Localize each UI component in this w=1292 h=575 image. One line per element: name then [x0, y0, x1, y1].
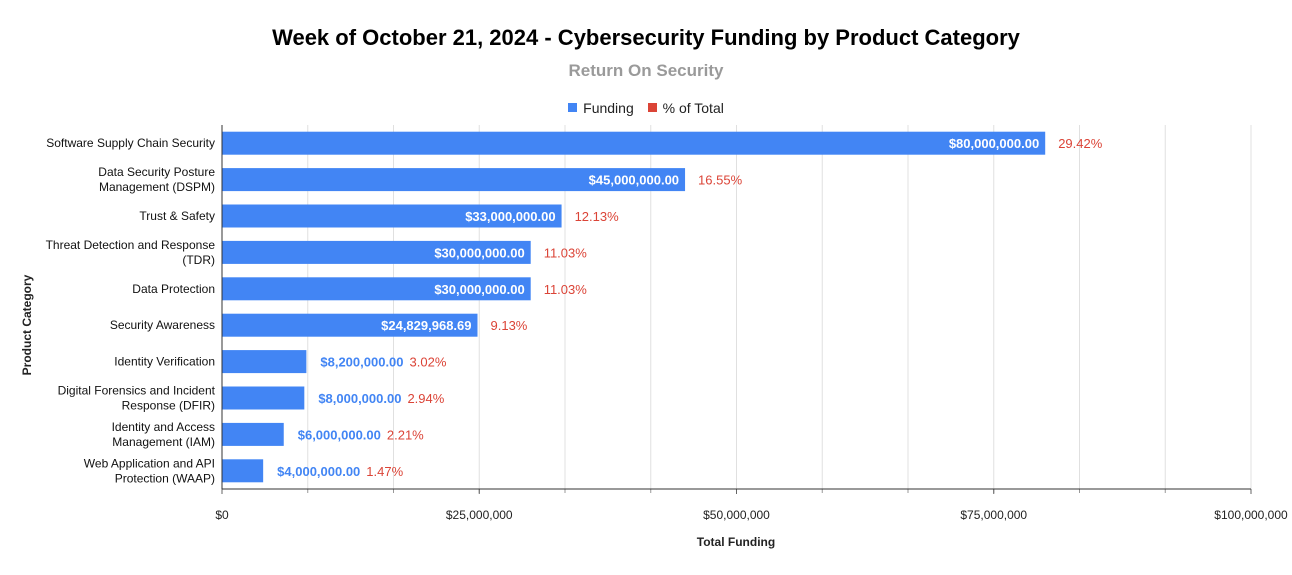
category-label: Data Protection	[132, 282, 215, 296]
bar[interactable]	[222, 386, 305, 410]
percent-label: 12.13%	[575, 209, 620, 224]
category-label: Security Awareness	[110, 318, 215, 332]
percent-label: 11.03%	[544, 245, 588, 260]
category-label: Software Supply Chain Security	[46, 136, 215, 150]
category-label-line: Identity and Access	[112, 420, 215, 434]
category-label-line: (TDR)	[182, 253, 215, 267]
percent-label: 1.47%	[366, 464, 403, 479]
chart-subtitle: Return On Security	[568, 61, 724, 80]
legend-item-funding[interactable]: Funding	[568, 100, 634, 116]
axes: $0 $25,000,000 $50,000,000 $75,000,000 $100,…	[215, 125, 1288, 522]
category-label-line: Identity Verification	[114, 355, 215, 369]
labels: Software Supply Chain Security $80,000,00…	[46, 136, 1103, 485]
x-tick-label: $75,000,000	[960, 508, 1027, 522]
bar[interactable]	[222, 313, 478, 337]
legend-swatch-funding	[568, 103, 578, 112]
bar[interactable]	[222, 168, 686, 192]
category-label-line: Protection (WAAP)	[115, 471, 215, 485]
legend: Funding % of Total	[0, 99, 1292, 116]
percent-label: 29.42%	[1058, 136, 1103, 151]
legend-label-funding: Funding	[583, 99, 634, 116]
category-label: Identity Verification	[114, 355, 215, 369]
legend-item-percent[interactable]: % of Total	[647, 99, 724, 116]
percent-label: 16.55%	[698, 173, 743, 188]
category-label-line: Management (IAM)	[112, 435, 215, 449]
bar[interactable]	[222, 277, 531, 301]
percent-label: 2.21%	[387, 427, 424, 442]
x-tick-label: $0	[215, 508, 229, 522]
value-label: $8,000,000.00	[318, 391, 401, 406]
category-label-line: Data Security Posture	[98, 165, 215, 179]
value-label: $4,000,000.00	[277, 464, 360, 479]
value-label: $30,000,000.00	[434, 282, 524, 297]
category-label: Web Application and API Protection (WAAP)	[84, 456, 215, 485]
value-label: $24,829,968.69	[381, 318, 471, 333]
bar[interactable]	[222, 350, 307, 374]
bar[interactable]	[222, 204, 562, 228]
bar[interactable]	[222, 240, 531, 264]
category-label-line: Trust & Safety	[139, 209, 215, 223]
bar[interactable]	[222, 422, 284, 446]
bar[interactable]	[222, 131, 1046, 155]
x-axis-title: Total Funding	[697, 535, 775, 549]
category-label-line: Data Protection	[132, 282, 215, 296]
category-label-line: Management (DSPM)	[99, 180, 215, 194]
legend-swatch-percent	[647, 103, 657, 112]
percent-label: 9.13%	[491, 318, 528, 333]
x-tick-label: $100,000,000	[1214, 508, 1288, 522]
percent-label: 11.03%	[544, 282, 588, 297]
value-label: $80,000,000.00	[949, 136, 1039, 151]
value-label: $8,200,000.00	[320, 355, 403, 370]
category-label-line: Security Awareness	[110, 318, 215, 332]
value-label: $6,000,000.00	[298, 427, 381, 442]
category-label-line: Digital Forensics and Incident	[58, 384, 216, 398]
x-tick-label: $25,000,000	[446, 508, 513, 522]
category-label-line: Response (DFIR)	[122, 399, 215, 413]
y-axis-title: Product Category	[20, 274, 34, 375]
x-tick-label: $50,000,000	[703, 508, 770, 522]
category-label: Digital Forensics and Incident Response (…	[58, 384, 216, 413]
category-label: Trust & Safety	[139, 209, 215, 223]
category-label: Data Security Posture Management (DSPM)	[98, 165, 215, 194]
value-label: $33,000,000.00	[465, 209, 555, 224]
category-label-line: Web Application and API	[84, 456, 215, 470]
value-label: $30,000,000.00	[434, 245, 524, 260]
bars	[222, 131, 1046, 483]
category-label: Threat Detection and Response (TDR)	[46, 238, 216, 267]
percent-label: 3.02%	[410, 355, 447, 370]
category-label-line: Threat Detection and Response	[46, 238, 216, 252]
chart-title: Week of October 21, 2024 - Cybersecurity…	[272, 25, 1020, 50]
category-label-line: Software Supply Chain Security	[46, 136, 215, 150]
bar[interactable]	[222, 459, 264, 483]
percent-label: 2.94%	[407, 391, 444, 406]
value-label: $45,000,000.00	[589, 173, 679, 188]
category-label: Identity and Access Management (IAM)	[112, 420, 215, 449]
legend-label-percent: % of Total	[662, 99, 724, 116]
